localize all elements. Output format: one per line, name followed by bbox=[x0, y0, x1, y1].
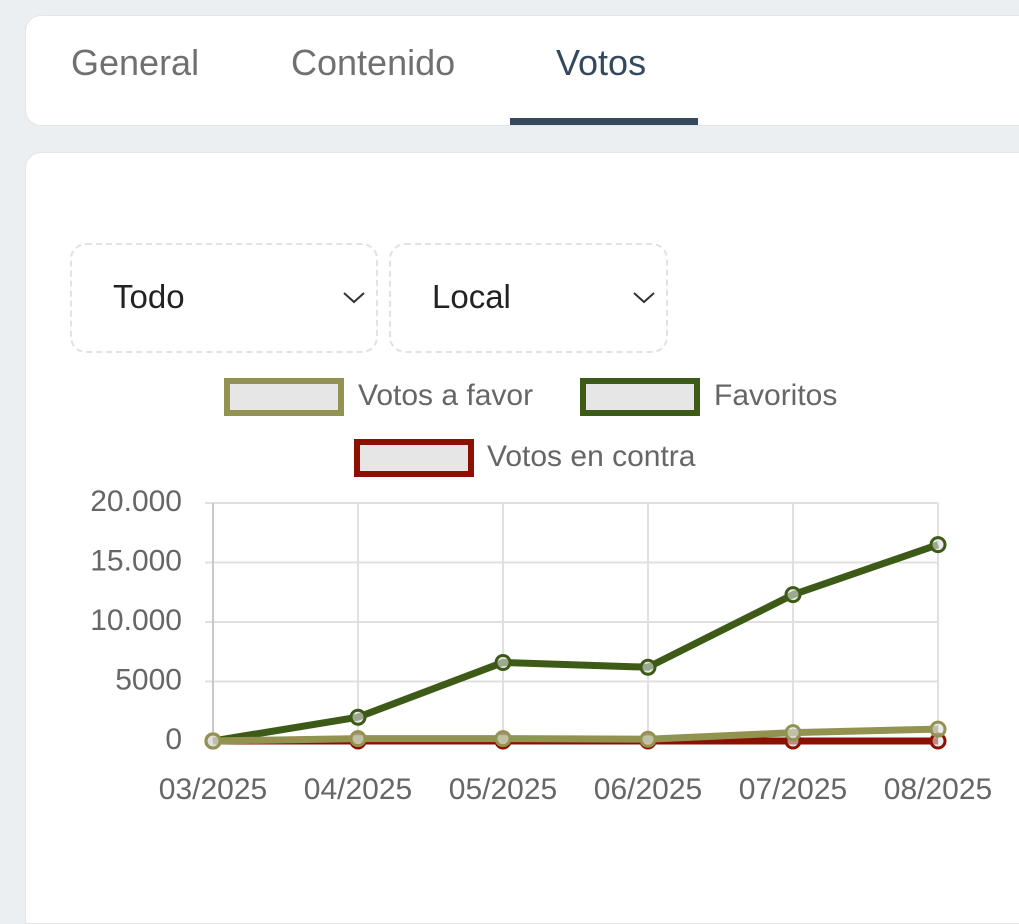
legend-label: Favoritos bbox=[714, 379, 837, 412]
data-point bbox=[639, 658, 657, 676]
y-tick-label: 15.000 bbox=[90, 544, 182, 577]
data-point bbox=[784, 586, 802, 604]
panel: Todo Local bbox=[25, 152, 1019, 924]
x-tick-label: 05/2025 bbox=[449, 773, 557, 806]
data-point bbox=[349, 730, 367, 748]
data-point bbox=[494, 730, 512, 748]
x-tick-label: 04/2025 bbox=[304, 773, 412, 806]
data-point bbox=[494, 653, 512, 671]
dropdown-value: Local bbox=[432, 278, 511, 315]
tab-active[interactable]: Votos bbox=[556, 42, 647, 83]
dropdown-value: Todo bbox=[113, 278, 185, 315]
dropdown[interactable]: Todo bbox=[70, 243, 378, 353]
tab-indicator bbox=[510, 118, 698, 125]
x-tick-label: 07/2025 bbox=[739, 773, 847, 806]
series-line bbox=[212, 725, 939, 745]
series-line bbox=[212, 541, 940, 745]
legend-swatch bbox=[354, 439, 474, 477]
y-tick-label: 20.000 bbox=[90, 485, 182, 518]
chevron bbox=[343, 292, 365, 304]
y-tick-label: 5000 bbox=[115, 663, 182, 696]
legend-swatch bbox=[580, 378, 700, 416]
legend-label: Votos en contra bbox=[487, 440, 696, 473]
y-tick-label: 10.000 bbox=[90, 604, 182, 637]
x-tick-label: 06/2025 bbox=[594, 773, 702, 806]
data-point bbox=[929, 720, 947, 738]
data-point bbox=[349, 708, 367, 726]
chevron bbox=[633, 292, 655, 304]
data-point bbox=[784, 724, 802, 742]
tab[interactable]: General bbox=[71, 42, 200, 83]
data-point bbox=[204, 732, 222, 750]
y-tick-label: 0 bbox=[165, 723, 182, 756]
dropdown[interactable]: Local bbox=[389, 243, 668, 353]
data-point bbox=[929, 536, 947, 554]
tab[interactable]: Contenido bbox=[291, 42, 456, 83]
data-point bbox=[639, 730, 657, 748]
x-tick-label: 08/2025 bbox=[884, 773, 992, 806]
tab-bar: General Contenido Votos bbox=[25, 15, 1019, 126]
x-tick-label: 03/2025 bbox=[159, 773, 267, 806]
legend-swatch bbox=[224, 378, 344, 416]
legend-label: Votos a favor bbox=[358, 379, 533, 412]
